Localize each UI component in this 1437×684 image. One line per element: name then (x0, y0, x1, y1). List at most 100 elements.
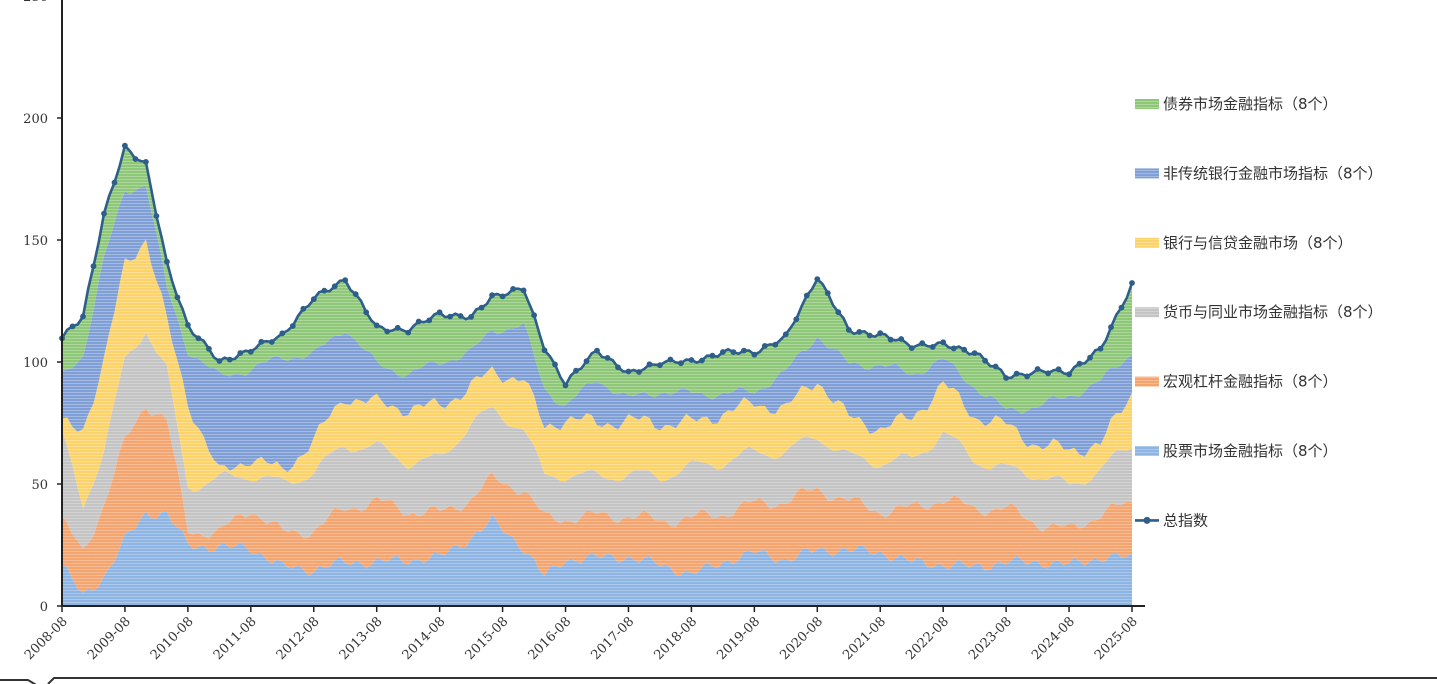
total-index-point (636, 369, 642, 375)
legend-swatch (1135, 446, 1159, 456)
total-index-point (300, 305, 307, 312)
total-index-point (678, 360, 684, 367)
x-tick-label: 2013-08 (337, 614, 386, 663)
x-tick-label: 2011-08 (211, 614, 260, 663)
total-index-point (531, 312, 537, 319)
total-index-point (720, 349, 726, 355)
total-index-point (1087, 354, 1093, 361)
total-index-point (90, 263, 97, 270)
area-layers (62, 145, 1132, 606)
total-index-point (919, 340, 926, 347)
x-tick-label: 2010-08 (148, 614, 197, 663)
total-index-point (604, 355, 611, 361)
total-index-point (709, 352, 716, 359)
total-index-point (845, 327, 852, 333)
area-money-interbank (62, 332, 1132, 549)
total-index-point (950, 345, 957, 352)
x-tick-label: 2022-08 (903, 614, 952, 663)
legend-swatch (1135, 99, 1159, 109)
x-tick-label: 2017-08 (588, 614, 637, 663)
total-index-point (174, 294, 181, 301)
total-index-point (321, 287, 328, 294)
total-index-point (363, 309, 370, 316)
total-index-point (1076, 360, 1083, 367)
total-index-point (394, 324, 401, 331)
total-index-point (405, 329, 412, 336)
total-index-point (310, 296, 317, 303)
area-stock (62, 511, 1132, 606)
total-index-point (342, 277, 349, 284)
total-index-point (877, 330, 884, 337)
total-index-point (101, 210, 107, 217)
bottom-frame (0, 677, 1437, 684)
total-index-point (1055, 366, 1062, 373)
total-index-point (940, 339, 947, 346)
total-index-point (982, 357, 988, 364)
legend-item-nontraditional-bank: 非传统银行金融市场指标（8个） (1135, 164, 1383, 182)
total-index-point (898, 336, 905, 342)
legend-label: 股票市场金融指标（8个） (1163, 442, 1338, 460)
total-index-point (699, 357, 705, 364)
total-index-point (992, 363, 999, 370)
legend-label: 银行与信贷金融市场（8个） (1163, 234, 1353, 252)
x-tick-label: 2020-08 (777, 614, 826, 663)
total-index-point (143, 159, 149, 165)
total-index-point (625, 368, 632, 375)
legend-marker (1143, 516, 1151, 524)
total-index-point (1118, 304, 1125, 311)
total-index-point (1097, 345, 1104, 352)
total-index-point (468, 314, 474, 320)
total-index-point (562, 382, 569, 389)
total-index-point (111, 179, 118, 186)
total-index-point (510, 286, 516, 292)
x-tick-label: 2024-08 (1029, 614, 1078, 663)
total-index-point (887, 336, 894, 343)
total-index-point (499, 293, 506, 300)
x-tick-label: 2014-08 (400, 614, 449, 663)
x-tick-label: 2021-08 (840, 614, 889, 663)
legend-label: 宏观杠杆金融指标（8个） (1163, 373, 1338, 391)
total-index-point (247, 348, 254, 355)
total-index-point (929, 344, 936, 350)
legend-item-bond: 债券市场金融指标（8个） (1135, 95, 1338, 113)
total-index-point (751, 351, 758, 358)
total-index-point (615, 364, 621, 371)
total-index-point (69, 323, 76, 330)
total-index-point (80, 313, 86, 320)
total-index-point (835, 309, 842, 316)
y-tick-label: 200 (23, 112, 48, 127)
x-tick-label: 2016-08 (526, 614, 575, 663)
area-bank-credit (62, 239, 1132, 509)
legend-swatch (1135, 376, 1159, 387)
total-index-point (289, 323, 296, 329)
total-index-point (594, 347, 600, 354)
total-index-point (216, 358, 223, 364)
total-index-point (279, 330, 286, 337)
y-tick-label: 250 (23, 0, 48, 5)
total-index-point (646, 361, 653, 368)
total-index-point (447, 313, 453, 320)
legend-swatch (1135, 237, 1159, 248)
legend-label: 非传统银行金融市场指标（8个） (1163, 164, 1383, 182)
x-tick-label: 2015-08 (463, 614, 512, 663)
x-tick-label: 2025-08 (1092, 614, 1141, 663)
total-index-point (226, 356, 233, 363)
total-index-point (1013, 370, 1020, 377)
legend: 债券市场金融指标（8个） 非传统银行金融市场指标（8个） 银行与信贷金融市场（8个）… (1135, 95, 1383, 529)
total-index-point (1108, 324, 1114, 331)
total-index-point (153, 213, 160, 219)
legend-label: 债券市场金融指标（8个） (1163, 95, 1338, 113)
total-index-point (541, 347, 548, 354)
total-index-point (803, 292, 810, 299)
legend-swatch (1135, 168, 1159, 179)
total-index-point (1034, 366, 1041, 372)
total-index-point (657, 362, 663, 369)
total-index-point (1003, 375, 1009, 381)
total-index-point (573, 367, 579, 374)
bottom-callout-border (0, 677, 1437, 684)
total-index-point (1024, 373, 1030, 380)
total-index-point (258, 338, 265, 345)
y-tick-label: 150 (23, 234, 48, 249)
total-index-point (814, 276, 821, 282)
total-index-point (1045, 370, 1051, 377)
